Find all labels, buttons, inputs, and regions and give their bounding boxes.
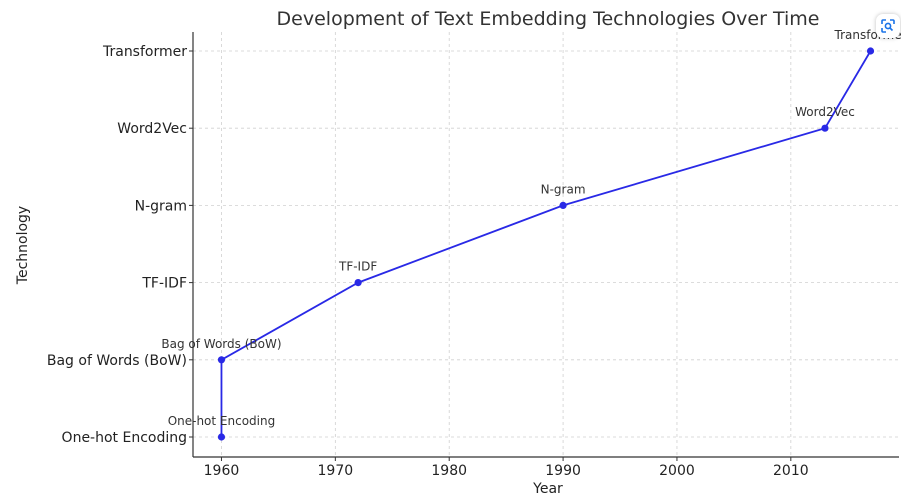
x-tick-label: 1970 (318, 463, 354, 479)
image-search-icon (881, 19, 895, 33)
point-label: One-hot Encoding (168, 414, 276, 428)
y-tick-label: Bag of Words (BoW) (47, 353, 187, 369)
y-tick-label: Word2Vec (117, 121, 187, 137)
x-ticks: 1960 1970 1980 1990 2000 2010 (204, 457, 809, 479)
image-search-button[interactable] (876, 14, 900, 38)
point-label: Bag of Words (BoW) (161, 337, 281, 351)
x-tick-label: 2000 (659, 463, 695, 479)
y-axis-label: Technology (15, 206, 31, 285)
axes (192, 32, 899, 458)
x-tick-label: 1990 (545, 463, 581, 479)
x-axis-label: Year (532, 481, 563, 497)
x-tick-label: 1980 (431, 463, 467, 479)
data-point (559, 201, 567, 209)
data-point (217, 433, 226, 441)
series (217, 47, 875, 441)
data-point (354, 279, 362, 287)
y-tick-label: TF-IDF (141, 276, 187, 292)
data-point (217, 356, 226, 364)
point-label: N-gram (541, 182, 586, 196)
chart-title: Development of Text Embedding Technologi… (277, 8, 820, 30)
grid (193, 32, 899, 457)
series-line (220, 50, 872, 437)
point-label: TF-IDF (338, 260, 377, 274)
y-tick-label: N-gram (135, 198, 187, 214)
data-point (821, 124, 829, 132)
point-labels: One-hot Encoding Bag of Words (BoW) TF-IDF… (161, 28, 901, 428)
x-tick-label: 2010 (773, 463, 809, 479)
point-label: Word2Vec (795, 105, 855, 119)
x-tick-label: 1960 (204, 463, 240, 479)
y-tick-label: One-hot Encoding (62, 430, 187, 446)
y-ticks: One-hot Encoding Bag of Words (BoW) TF-IDF… (47, 44, 193, 446)
data-point (866, 47, 875, 55)
y-tick-label: Transformer (102, 44, 187, 60)
